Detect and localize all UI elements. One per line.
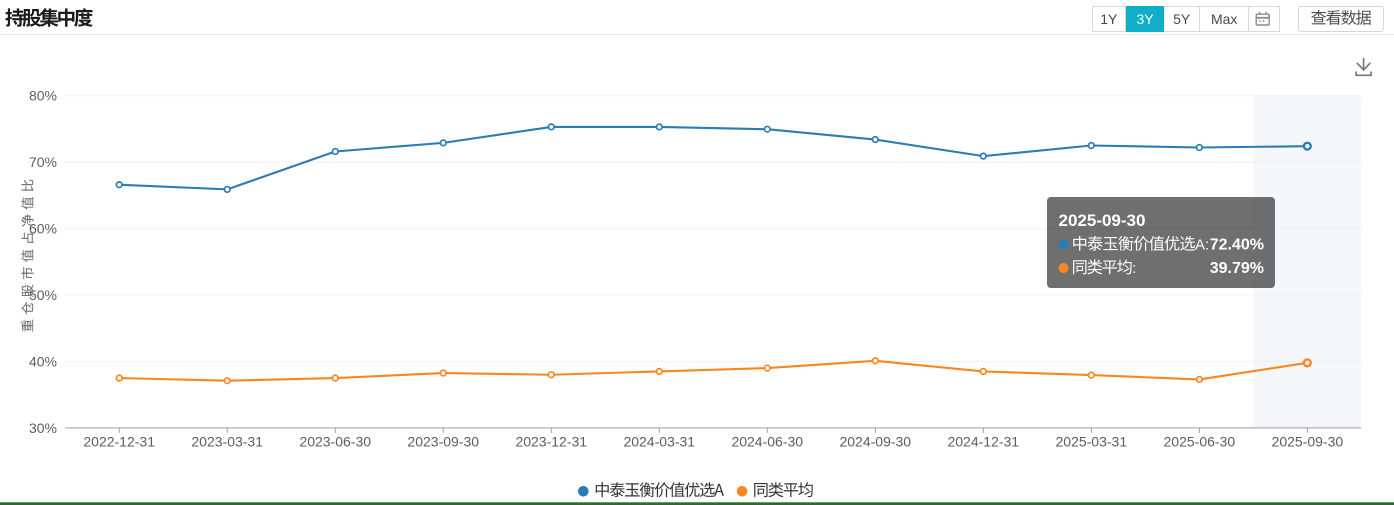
svg-text:2025-09-30: 2025-09-30	[1272, 434, 1344, 450]
svg-text:A:: A:	[1195, 237, 1209, 254]
svg-text:2025-06-30: 2025-06-30	[1164, 434, 1236, 450]
svg-text:2025-09-30: 2025-09-30	[1059, 211, 1146, 230]
svg-text:30%: 30%	[29, 420, 57, 436]
svg-text:39.79%: 39.79%	[1210, 260, 1264, 277]
svg-text:40%: 40%	[29, 353, 57, 369]
svg-text:2023-12-31: 2023-12-31	[515, 434, 587, 450]
svg-text:72.40%: 72.40%	[1210, 237, 1264, 254]
svg-text:80%: 80%	[29, 88, 57, 104]
svg-text:2024-09-30: 2024-09-30	[839, 434, 911, 450]
svg-text:2023-06-30: 2023-06-30	[299, 434, 371, 450]
svg-text:70%: 70%	[29, 154, 57, 170]
svg-text:2024-12-31: 2024-12-31	[947, 434, 1019, 450]
svg-text:2024-06-30: 2024-06-30	[731, 434, 803, 450]
svg-text:2023-03-31: 2023-03-31	[191, 434, 263, 450]
svg-text:50%: 50%	[29, 287, 57, 303]
svg-text:2025-03-31: 2025-03-31	[1056, 434, 1128, 450]
svg-text:2023-09-30: 2023-09-30	[407, 434, 479, 450]
svg-text:2024-03-31: 2024-03-31	[623, 434, 695, 450]
svg-text:2022-12-31: 2022-12-31	[83, 434, 155, 450]
svg-text:60%: 60%	[29, 221, 57, 237]
svg-text::: :	[1132, 260, 1136, 277]
